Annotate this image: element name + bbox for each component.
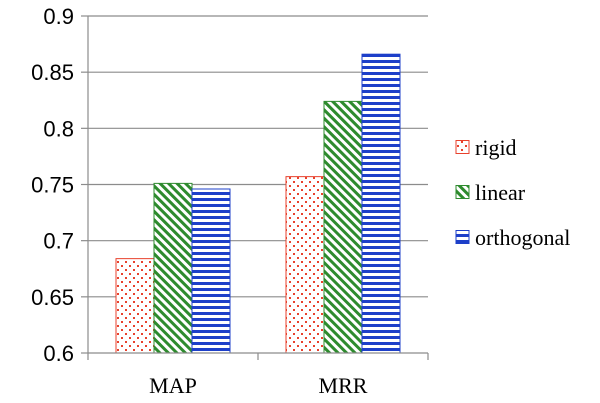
legend-swatch-orthogonal bbox=[455, 230, 470, 244]
x-category-label: MRR bbox=[319, 373, 368, 398]
y-tick-label: 0.8 bbox=[43, 116, 74, 141]
y-tick-label: 0.9 bbox=[43, 4, 74, 29]
legend-label-linear: linear bbox=[475, 180, 526, 205]
x-category-label: MAP bbox=[149, 373, 197, 398]
legend-swatch-linear bbox=[455, 185, 470, 199]
y-tick-label: 0.7 bbox=[43, 229, 74, 254]
bar-rigid-map bbox=[115, 258, 155, 354]
y-tick-labels: 0.6 0.65 0.7 0.75 0.8 0.85 0.9 bbox=[31, 4, 74, 366]
legend: rigid linear orthogonal bbox=[455, 135, 570, 250]
axes bbox=[81, 15, 429, 360]
bars bbox=[115, 53, 401, 354]
y-tick-label: 0.85 bbox=[31, 60, 74, 85]
bar-rigid-mrr bbox=[285, 176, 325, 354]
legend-label-orthogonal: orthogonal bbox=[475, 225, 570, 250]
y-tick-label: 0.65 bbox=[31, 285, 74, 310]
legend-label-rigid: rigid bbox=[475, 135, 517, 160]
bar-linear-mrr bbox=[323, 100, 363, 354]
bar-orthogonal-mrr bbox=[361, 53, 401, 354]
y-tick-label: 0.6 bbox=[43, 341, 74, 366]
bar-linear-map bbox=[153, 182, 193, 354]
y-tick-label: 0.75 bbox=[31, 173, 74, 198]
legend-swatch-rigid bbox=[455, 140, 470, 154]
bar-orthogonal-map bbox=[191, 188, 231, 354]
x-category-labels: MAP MRR bbox=[149, 373, 368, 398]
